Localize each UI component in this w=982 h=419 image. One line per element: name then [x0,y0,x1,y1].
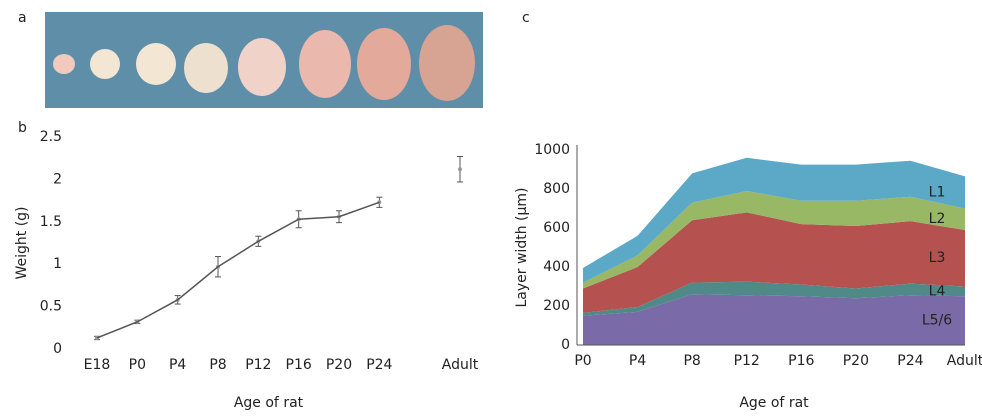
panel-label: a [18,10,27,26]
x-tick-label: P4 [629,353,646,369]
y-tick-label: 0.5 [40,299,62,315]
x-tick-label: P4 [169,357,186,373]
x-tick-label: P8 [683,353,700,369]
x-axis-label: Age of rat [234,395,304,411]
x-tick-label: P20 [326,357,352,373]
series-label: L5/6 [922,313,952,329]
x-tick-label: P12 [245,357,271,373]
series-label: L2 [929,211,946,227]
x-tick-label: P0 [129,357,146,373]
line [96,201,380,339]
panel-label: b [18,120,27,136]
x-tick-label: P20 [843,353,869,369]
y-tick-label: 1.5 [40,214,62,230]
area [583,294,965,345]
y-axis-label: Layer width (µm) [514,188,530,308]
area [583,157,965,283]
y-tick-label: 0 [53,341,62,357]
x-axis-label: Age of rat [739,395,809,411]
y-axis-label: Weight (g) [14,206,30,279]
series-label: L3 [929,250,946,266]
x-tick-label: P16 [286,357,312,373]
x-tick-label: P12 [734,353,760,369]
x-tick-label: Adult [947,353,982,369]
y-tick-label: 400 [543,259,570,275]
y-tick-label: 200 [543,298,570,314]
y-tick-label: 2.5 [40,129,62,145]
brain-photo [45,12,483,108]
area [583,190,965,289]
y-tick-label: 1000 [534,142,570,158]
x-tick-label: P16 [788,353,814,369]
x-tick-label: Adult [442,357,479,373]
panel-label: c [522,10,530,26]
y-tick-label: 2 [53,171,62,187]
x-tick-label: E18 [84,357,111,373]
x-tick-label: P8 [209,357,226,373]
x-tick-label: P0 [574,353,591,369]
x-tick-label: P24 [366,357,392,373]
area [583,281,965,316]
y-tick-label: 0 [561,337,570,353]
y-tick-label: 800 [543,181,570,197]
x-tick-label: P24 [897,353,923,369]
point [458,167,462,172]
y-tick-label: 600 [543,220,570,236]
series-label: L4 [929,283,946,299]
series-label: L1 [929,184,946,200]
area [583,212,965,313]
y-tick-label: 1 [53,256,62,272]
